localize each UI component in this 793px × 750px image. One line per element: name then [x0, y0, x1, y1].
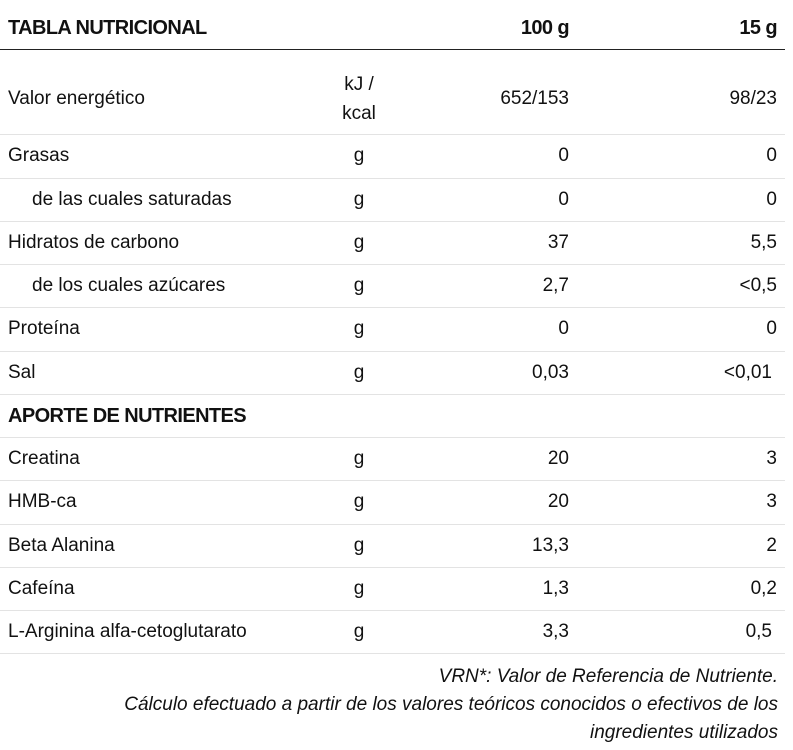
- table-row: Grasas g 0 0: [0, 135, 785, 179]
- value-15g: 0: [766, 188, 777, 210]
- nutrient-name: Grasas: [8, 145, 70, 167]
- table-row: Beta Alanina g 13,3 2: [0, 525, 785, 568]
- nutrient-name: de los cuales azúcares: [32, 274, 226, 296]
- table-row: L-Arginina alfa-cetoglutarato g 3,3 0,5: [0, 611, 785, 654]
- nutrient-name: Hidratos de carbono: [8, 231, 180, 253]
- table-title: TABLA NUTRICIONAL: [8, 16, 207, 39]
- value-15g: 0,5: [745, 620, 772, 642]
- nutrient-unit: g: [353, 145, 365, 167]
- table-row: Cafeína g 1,3 0,2: [0, 568, 785, 611]
- table-row: de las cuales saturadas g 0 0: [0, 179, 785, 222]
- value-15g: 0,2: [750, 577, 777, 599]
- nutrient-unit: g: [353, 318, 365, 340]
- value-100g: 20: [547, 447, 569, 469]
- value-100g: 2,7: [542, 274, 569, 296]
- section-title: APORTE DE NUTRIENTES: [8, 405, 247, 427]
- value-15g: 3: [766, 491, 777, 513]
- table-row: HMB-ca g 20 3: [0, 481, 785, 525]
- value-100g: 0: [558, 145, 569, 167]
- nutrient-unit: g: [353, 534, 365, 556]
- table-row: Valor energético kJ / kcal 652/153 98/23: [0, 64, 785, 135]
- nutrient-unit: g: [353, 231, 365, 253]
- nutrient-name: HMB-ca: [8, 491, 77, 513]
- table-row: Hidratos de carbono g 37 5,5: [0, 222, 785, 265]
- value-100g: 0: [558, 188, 569, 210]
- nutrient-unit: g: [353, 620, 365, 642]
- footnote-calculation: Cálculo efectuado a partir de los valore…: [124, 694, 778, 715]
- nutrient-name: L-Arginina alfa-cetoglutarato: [8, 620, 247, 642]
- value-15g: 5,5: [750, 231, 777, 253]
- nutrient-name: de las cuales saturadas: [32, 188, 232, 210]
- value-100g: 1,3: [542, 577, 569, 599]
- value-100g: 652/153: [500, 87, 569, 109]
- table-row: Creatina g 20 3: [0, 438, 785, 481]
- nutrient-unit: g: [353, 274, 365, 296]
- nutrient-name: Cafeína: [8, 577, 75, 599]
- nutrient-name: Valor energético: [8, 87, 145, 109]
- table-row: de los cuales azúcares g 2,7 <0,5: [0, 265, 785, 308]
- table-row: Proteína g 0 0: [0, 308, 785, 352]
- value-15g: <0,01: [723, 361, 772, 383]
- value-15g: 0: [766, 318, 777, 340]
- value-100g: 0: [558, 318, 569, 340]
- nutrient-unit: g: [353, 577, 365, 599]
- value-15g: 2: [766, 534, 777, 556]
- value-100g: 0,03: [532, 361, 569, 383]
- nutrient-name: Sal: [8, 361, 36, 383]
- value-15g: 3: [766, 447, 777, 469]
- table-header: TABLA NUTRICIONAL 100 g 15 g: [0, 6, 785, 50]
- value-100g: 3,3: [542, 620, 569, 642]
- nutrient-unit: g: [353, 491, 365, 513]
- nutrient-name: Creatina: [8, 447, 80, 469]
- nutrient-name: Beta Alanina: [8, 534, 115, 556]
- table-row: Sal g 0,03 <0,01: [0, 352, 785, 395]
- value-100g: 37: [547, 231, 569, 253]
- value-15g: <0,5: [739, 274, 777, 296]
- value-15g: 98/23: [729, 87, 777, 109]
- nutrient-unit: g: [353, 447, 365, 469]
- section-header: APORTE DE NUTRIENTES: [0, 395, 785, 438]
- nutrient-unit: g: [353, 188, 365, 210]
- footnote-vrn: VRN*: Valor de Referencia de Nutriente.: [438, 666, 778, 687]
- nutrient-name: Proteína: [8, 318, 80, 340]
- value-100g: 13,3: [532, 534, 569, 556]
- column-header-15g: 15 g: [739, 16, 777, 39]
- column-header-100g: 100 g: [520, 16, 570, 39]
- nutrient-unit: kJ / kcal: [342, 74, 376, 124]
- nutrient-unit: g: [353, 361, 365, 383]
- value-100g: 20: [547, 491, 569, 513]
- footnote-calculation-cont: ingredientes utilizados: [589, 722, 778, 743]
- value-15g: 0: [766, 145, 777, 167]
